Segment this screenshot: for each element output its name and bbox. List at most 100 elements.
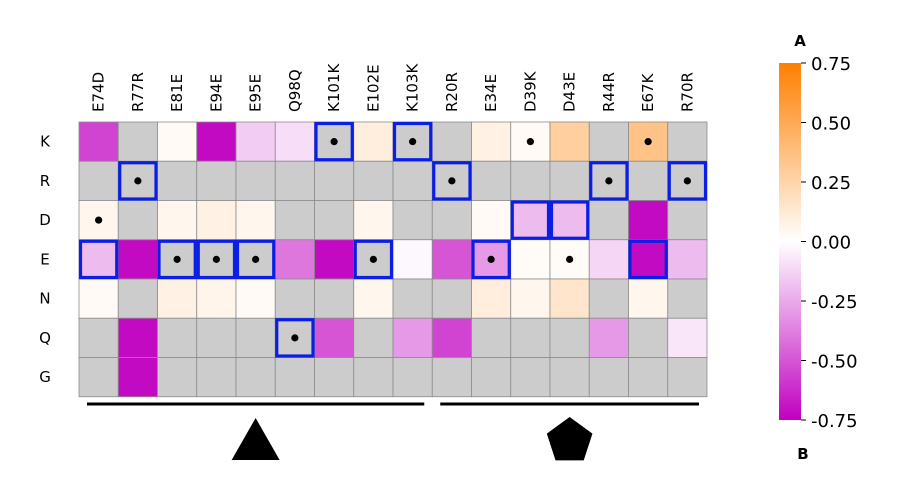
heatmap-cell — [549, 160, 590, 201]
column-label: K101K — [325, 63, 343, 112]
heatmap-cell — [588, 278, 629, 319]
heatmap-cell — [235, 121, 276, 162]
colorbar: 0.75 0.50 0.25 0.00 -0.25 -0.50 -0.75 A B — [779, 32, 858, 463]
row-label: G — [39, 368, 51, 386]
marker-dot — [526, 138, 534, 146]
heatmap-cell — [235, 357, 276, 398]
triangle-symbol — [231, 418, 280, 460]
heatmap-cell — [78, 239, 119, 280]
heatmap-cell — [628, 317, 669, 358]
heatmap-cell — [157, 278, 198, 319]
row-labels: K R D E N Q G — [39, 133, 51, 387]
heatmap-cell — [353, 160, 394, 201]
heatmap-cell — [274, 357, 315, 398]
heatmap-cell — [78, 121, 119, 162]
marker-dot — [448, 177, 456, 185]
heatmap-cell — [314, 239, 355, 280]
heatmap-cell — [314, 357, 355, 398]
highlight-box — [235, 239, 276, 280]
heatmap-cell — [431, 317, 472, 358]
highlight-box — [78, 239, 119, 280]
heatmap-cell — [431, 200, 472, 241]
heatmap-cell — [78, 317, 119, 358]
column-label: K103K — [404, 63, 422, 112]
heatmap-cell — [235, 317, 276, 358]
highlight-box — [471, 239, 511, 280]
heatmap-cell — [588, 121, 629, 162]
heatmap-cell — [157, 200, 198, 241]
heatmap-cell — [471, 160, 512, 201]
column-label: Q98Q — [286, 69, 304, 112]
heatmap-cell — [235, 160, 276, 201]
heatmap-cell — [117, 121, 158, 162]
heatmap-cell — [392, 160, 433, 201]
heatmap-cell — [196, 200, 237, 241]
column-label: E34E — [482, 74, 500, 112]
heatmap-cell — [353, 317, 394, 358]
highlight-box — [353, 239, 394, 280]
heatmap-cell — [314, 160, 355, 201]
heatmap-cell — [510, 160, 551, 201]
marker-dot — [330, 138, 338, 146]
heatmap-cell — [78, 160, 119, 201]
heatmap-cell — [78, 357, 119, 398]
heatmap-cell — [353, 121, 394, 162]
heatmap-cell — [117, 357, 158, 398]
highlight-box — [392, 121, 433, 162]
heatmap-cell — [353, 278, 394, 319]
colorbar-tick-label: -0.25 — [811, 292, 858, 313]
heatmap-cell — [549, 317, 590, 358]
heatmap-cell — [667, 239, 708, 280]
colorbar-gradient — [779, 63, 801, 420]
heatmap-cell — [314, 200, 355, 241]
marker-dot — [291, 334, 299, 342]
marker-dot — [134, 177, 142, 185]
heatmap-cell — [117, 239, 158, 280]
heatmap-cell — [196, 121, 237, 162]
column-label: E74D — [90, 72, 108, 112]
marker-dot — [487, 255, 495, 263]
heatmap-cell — [549, 357, 590, 398]
heatmap-cell — [314, 278, 355, 319]
heatmap-cell — [510, 357, 551, 398]
colorbar-bottom-label: B — [797, 445, 808, 463]
heatmap-cell — [667, 121, 708, 162]
column-label: R44R — [600, 72, 618, 112]
heatmap-cell — [274, 160, 315, 201]
heatmap-cell — [510, 200, 551, 241]
highlight-box — [157, 239, 197, 280]
colorbar-tick-label: -0.50 — [811, 352, 858, 373]
column-label: E102E — [364, 64, 382, 112]
heatmap-cell — [117, 317, 158, 358]
heatmap-cell — [392, 239, 433, 280]
heatmap-cell — [274, 278, 315, 319]
heatmap-cell — [196, 278, 237, 319]
highlight-box — [589, 161, 629, 201]
heatmap-cell — [431, 278, 472, 319]
heatmap-cell — [274, 121, 315, 162]
marker-dot — [566, 255, 574, 263]
heatmap-cell — [157, 357, 198, 398]
heatmap-cell — [628, 278, 669, 319]
pentagon-symbol — [546, 417, 593, 461]
column-label: E81E — [168, 74, 186, 112]
heatmap-cell — [471, 357, 512, 398]
highlight-box — [510, 200, 551, 240]
heatmap-cell — [471, 317, 512, 358]
highlight-box — [432, 161, 472, 201]
column-label: E94E — [207, 74, 225, 112]
marker-dot — [212, 255, 220, 263]
heatmap-cell — [549, 200, 590, 241]
row-label: E — [40, 250, 49, 268]
heatmap-cell — [549, 121, 590, 162]
heatmap-cell — [274, 200, 315, 241]
highlight-box — [667, 161, 708, 201]
heatmap-cell — [667, 317, 708, 358]
colorbar-tick-label: -0.75 — [811, 411, 858, 432]
heatmap-cell — [78, 278, 119, 319]
heatmap-cell — [471, 121, 512, 162]
row-label: R — [40, 172, 50, 190]
marker-dot — [644, 138, 652, 146]
heatmap-cell — [667, 357, 708, 398]
heatmap-cell — [392, 278, 433, 319]
